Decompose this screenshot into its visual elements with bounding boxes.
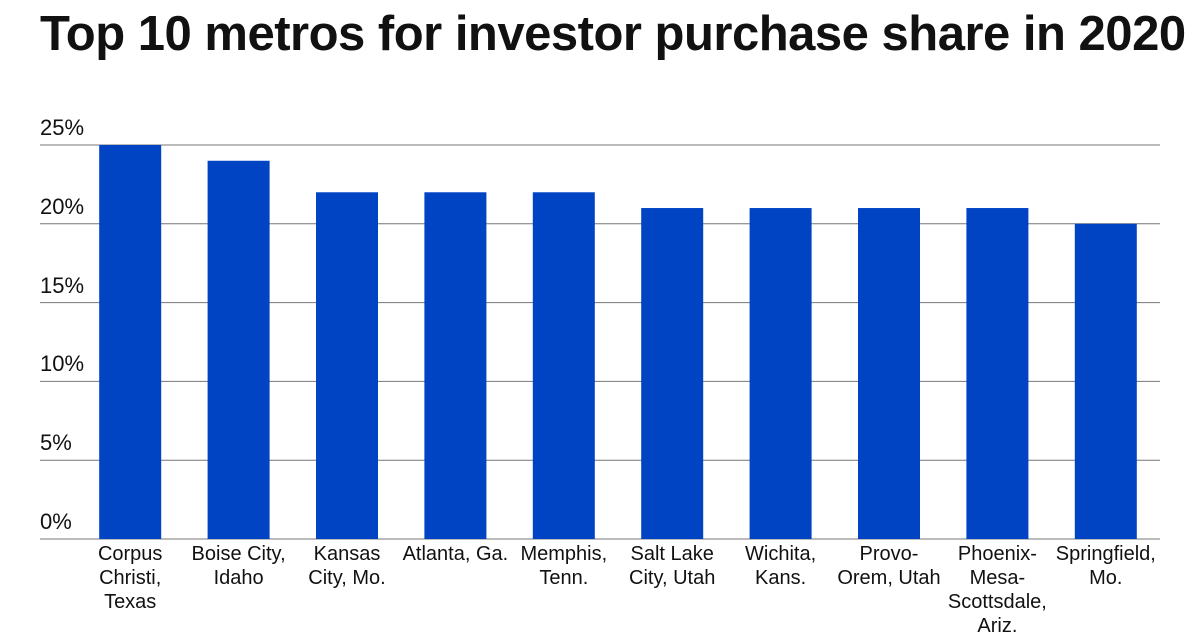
y-tick-label: 5%	[40, 430, 72, 456]
x-tick-label: Provo-Orem, Utah	[837, 543, 941, 589]
x-tick-label: Boise City, Idaho	[191, 543, 286, 589]
x-tick-label: Wichita, Kans.	[745, 543, 817, 589]
chart-title: Top 10 metros for investor purchase shar…	[40, 7, 1186, 61]
bar	[532, 192, 595, 539]
bar	[749, 208, 812, 540]
x-tick-label: Salt Lake City, Utah	[629, 543, 716, 589]
y-tick-label: 0%	[40, 509, 72, 534]
x-tick-label: Kansas City, Mo.	[308, 543, 386, 589]
y-tick-label: 10%	[40, 351, 85, 377]
bar	[641, 208, 704, 540]
y-tick-label: 25%	[40, 115, 85, 140]
y-tick-label: 20%	[40, 193, 85, 219]
x-tick-label: Phoenix-Mesa-Scottsdale, Ariz.	[947, 543, 1047, 637]
bar	[316, 192, 378, 539]
x-tick-label: Memphis, Tenn.	[520, 543, 608, 589]
bar	[1074, 223, 1137, 540]
y-tick-label: 15%	[40, 272, 85, 298]
x-tick-label: Atlanta, Ga.	[402, 543, 509, 565]
bar	[966, 208, 1029, 540]
bar	[207, 160, 270, 539]
bar	[99, 145, 162, 539]
x-tick-label: Corpus Christi, Texas	[97, 543, 163, 613]
bar	[424, 192, 487, 539]
x-tick-label: Springfield, Mo.	[1055, 543, 1156, 589]
bar	[858, 208, 920, 540]
